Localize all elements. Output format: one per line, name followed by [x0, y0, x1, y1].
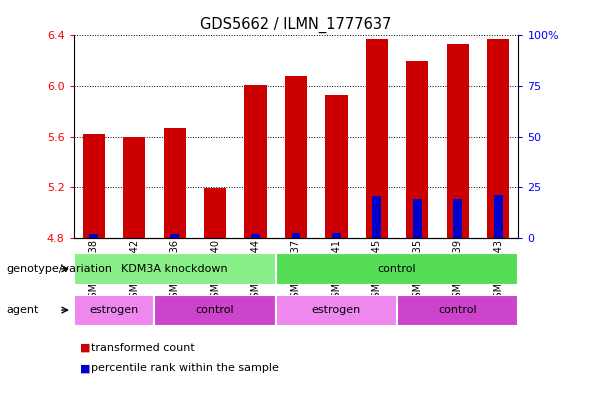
- Bar: [413, 198, 422, 238]
- Text: genotype/variation: genotype/variation: [6, 264, 112, 274]
- Text: control: control: [196, 305, 234, 316]
- Bar: [74, 295, 154, 326]
- Bar: [244, 85, 267, 238]
- Bar: [292, 233, 300, 238]
- Text: control: control: [438, 305, 477, 316]
- Text: ■: ■: [80, 363, 90, 373]
- Bar: [154, 295, 276, 326]
- Text: transformed count: transformed count: [91, 343, 195, 353]
- Bar: [276, 253, 518, 285]
- Bar: [487, 39, 509, 238]
- Bar: [325, 95, 348, 238]
- Bar: [372, 196, 381, 238]
- Bar: [251, 234, 260, 238]
- Text: agent: agent: [6, 305, 38, 316]
- Bar: [397, 295, 518, 326]
- Title: GDS5662 / ILMN_1777637: GDS5662 / ILMN_1777637: [200, 17, 392, 33]
- Text: percentile rank within the sample: percentile rank within the sample: [91, 363, 279, 373]
- Bar: [74, 253, 276, 285]
- Bar: [494, 195, 502, 238]
- Text: ■: ■: [80, 343, 90, 353]
- Bar: [332, 233, 341, 238]
- Bar: [82, 134, 105, 238]
- Bar: [90, 234, 98, 238]
- Bar: [453, 198, 462, 238]
- Bar: [164, 128, 186, 238]
- Text: estrogen: estrogen: [90, 305, 138, 316]
- Bar: [406, 61, 428, 238]
- Bar: [285, 76, 307, 238]
- Bar: [170, 234, 179, 238]
- Text: control: control: [378, 264, 416, 274]
- Bar: [366, 39, 388, 238]
- Bar: [204, 188, 226, 238]
- Bar: [446, 44, 469, 238]
- Text: estrogen: estrogen: [312, 305, 361, 316]
- Bar: [123, 136, 145, 238]
- Text: KDM3A knockdown: KDM3A knockdown: [121, 264, 228, 274]
- Bar: [276, 295, 397, 326]
